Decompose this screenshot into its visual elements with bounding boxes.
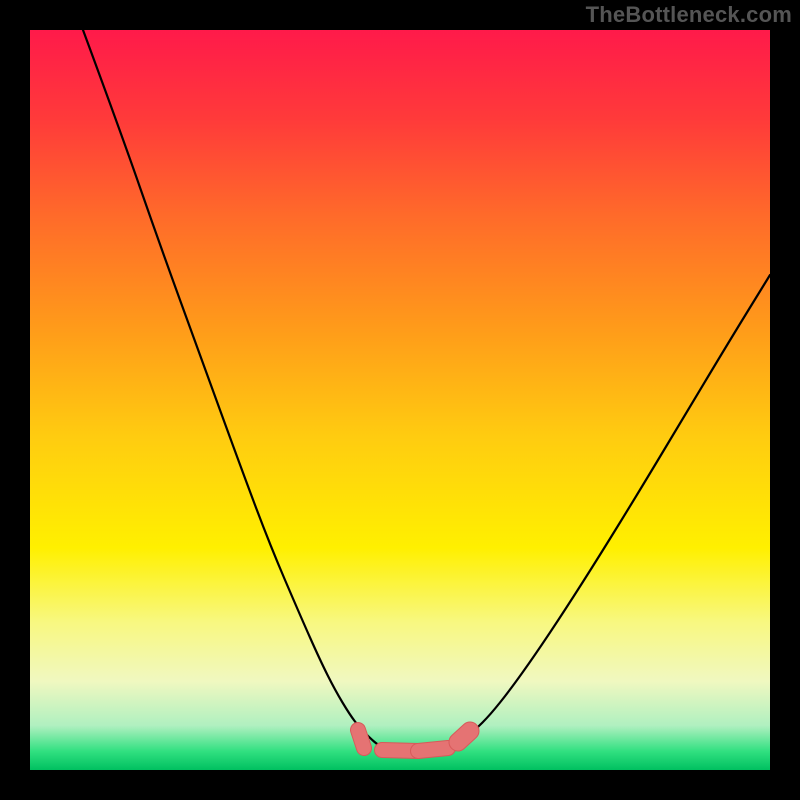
watermark-text: TheBottleneck.com (586, 2, 792, 28)
chart-gradient-background (30, 30, 770, 770)
bottleneck-chart (0, 0, 800, 800)
